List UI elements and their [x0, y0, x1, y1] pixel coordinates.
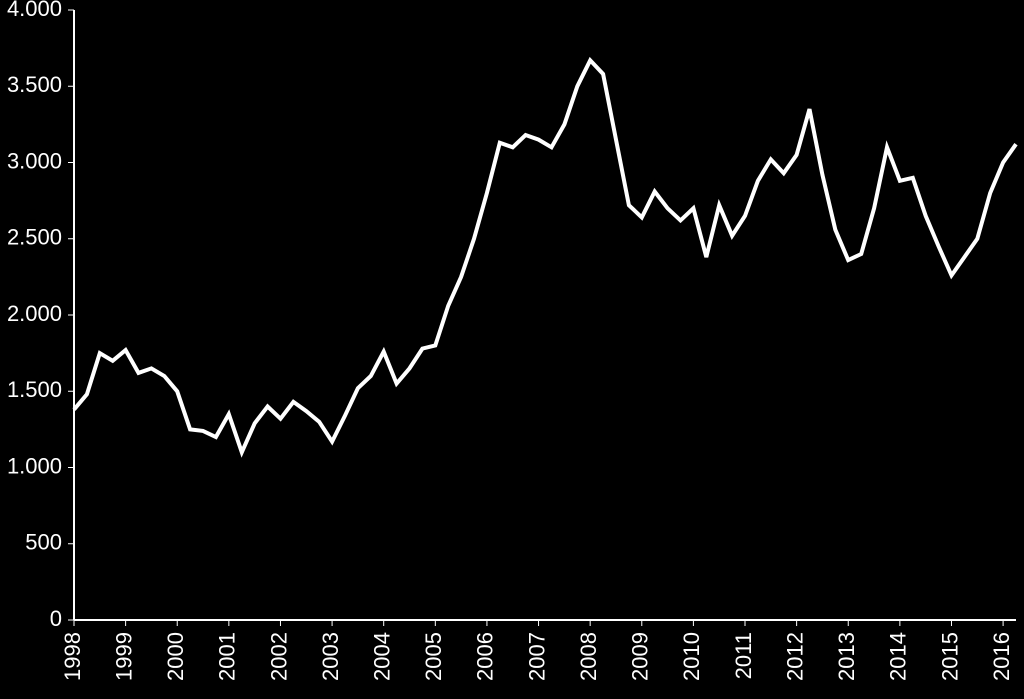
- y-tick-label: 2.500: [7, 225, 62, 250]
- x-tick-label: 2016: [989, 632, 1014, 681]
- y-tick-label: 3.000: [7, 148, 62, 173]
- x-tick-label: 2000: [163, 632, 188, 681]
- x-tick-label: 2006: [473, 632, 498, 681]
- y-tick-label: 1.000: [7, 453, 62, 478]
- x-tick-label: 2012: [782, 632, 807, 681]
- y-tick-label: 0: [50, 606, 62, 631]
- x-tick-label: 2003: [318, 632, 343, 681]
- x-tick-label: 2002: [266, 632, 291, 681]
- chart-svg: 0 500 1.000 1.500 2.000 2.500 3.000 3.500 4.000 1…: [0, 0, 1024, 699]
- x-tick-label: 2009: [628, 632, 653, 681]
- x-tick-label: 2001: [215, 632, 240, 681]
- x-tick-label: 1999: [111, 632, 136, 681]
- x-tick-label: 2015: [937, 632, 962, 681]
- line-chart: 0 500 1.000 1.500 2.000 2.500 3.000 3.500 4.000 1…: [0, 0, 1024, 699]
- x-tick-label: 2004: [370, 632, 395, 681]
- x-tick-label: 2010: [679, 632, 704, 681]
- y-tick-label: 2.000: [7, 301, 62, 326]
- y-tick-label: 4.000: [7, 0, 62, 21]
- x-tick-label: 2013: [834, 632, 859, 681]
- x-tick-label: 1998: [60, 632, 85, 681]
- x-tick-label: 2005: [421, 632, 446, 681]
- x-tick-label: 2008: [576, 632, 601, 681]
- x-tick-label: 2014: [886, 632, 911, 681]
- y-tick-label: 1.500: [7, 377, 62, 402]
- x-tick-label: 2007: [524, 632, 549, 681]
- x-tick-label: 2011: [731, 632, 756, 679]
- y-tick-label: 3.500: [7, 72, 62, 97]
- y-tick-label: 500: [25, 530, 62, 555]
